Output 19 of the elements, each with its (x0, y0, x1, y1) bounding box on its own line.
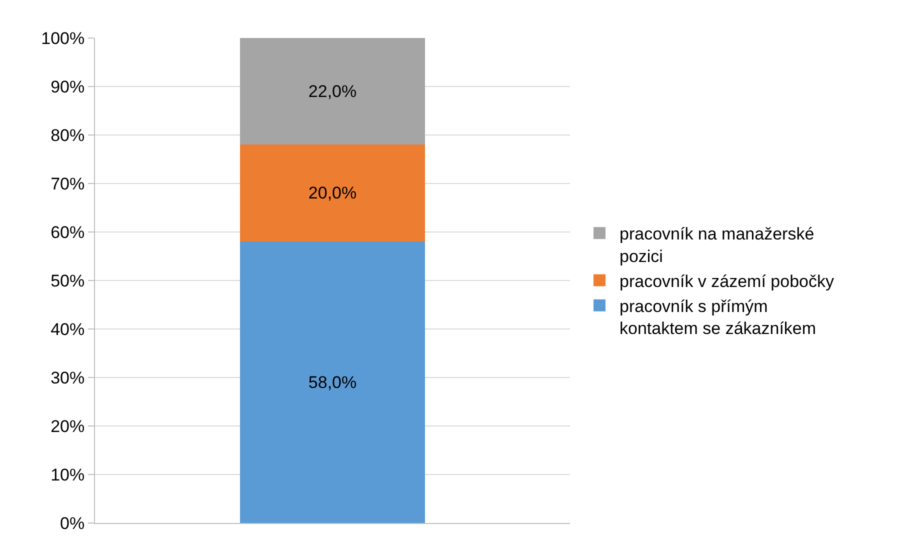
data-label: 22,0% (308, 82, 357, 101)
y-tick-label: 60% (50, 222, 85, 242)
y-tick-label: 10% (50, 465, 85, 484)
y-tick-label: 70% (50, 174, 85, 194)
y-tick-label: 20% (50, 416, 85, 436)
bar (240, 144, 426, 242)
y-tick-label: 30% (50, 368, 85, 388)
bar (240, 38, 426, 145)
y-tick-label: 50% (50, 271, 85, 290)
data-label: 20,0% (308, 184, 357, 203)
y-tick-label: 100% (41, 28, 85, 48)
y-tick-label: 40% (50, 320, 85, 339)
legend-label: pracovník s přímým kontaktem se zákazníkem (620, 296, 816, 338)
legend-label: pracovník v zázemí pobočky (620, 272, 834, 291)
bar (240, 242, 426, 523)
y-tick-label: 80% (50, 126, 85, 145)
y-tick-label: 90% (50, 77, 85, 96)
y-tick-label: 0% (60, 514, 85, 533)
data-label: 58,0% (308, 372, 357, 392)
